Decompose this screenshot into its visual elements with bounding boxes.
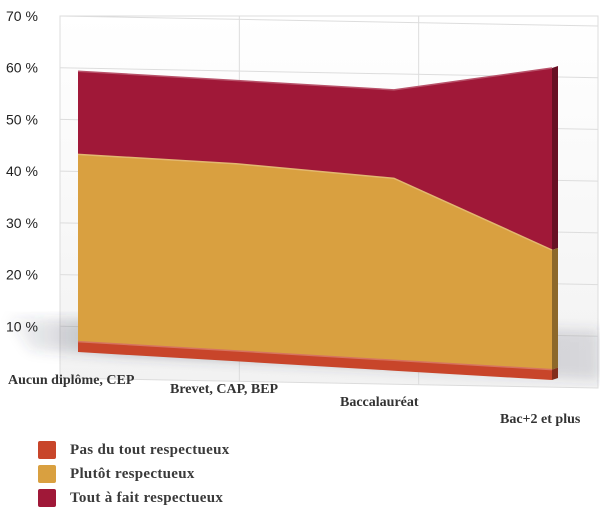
legend: Pas du tout respectueux Plutôt respectueu… [38, 438, 230, 510]
y-tick-label: 70 % [6, 8, 38, 24]
area-series-2 [78, 68, 552, 250]
x-tick-label: Bac+2 et plus [500, 412, 581, 427]
x-tick-label: Brevet, CAP, BEP [170, 382, 279, 397]
legend-label: Pas du tout respectueux [70, 441, 230, 458]
y-tick-label: 20 % [6, 267, 38, 283]
y-tick-label: 10 % [6, 318, 38, 334]
x-tick-label: Baccalauréat [340, 395, 419, 410]
legend-item: Tout à fait respectueux [38, 486, 230, 510]
legend-item: Plutôt respectueux [38, 462, 230, 486]
x-tick-label: Aucun diplôme, CEP [8, 373, 135, 388]
area-series-1 [78, 154, 552, 370]
legend-swatch [38, 465, 56, 483]
series-areas [77, 66, 558, 380]
y-tick-label: 40 % [6, 163, 38, 179]
area-side-1 [552, 248, 558, 370]
area-edge-1 [77, 153, 553, 251]
y-tick-label: 30 % [6, 215, 38, 231]
area-edge-0 [77, 340, 553, 371]
x-tick-labels: Aucun diplôme, CEP Brevet, CAP, BEP Baccal… [8, 373, 581, 427]
y-tick-label: 50 % [6, 111, 38, 127]
legend-swatch [38, 441, 56, 459]
legend-swatch [38, 489, 56, 507]
legend-label: Plutôt respectueux [70, 465, 195, 482]
y-tick-label: 60 % [6, 60, 38, 76]
legend-item: Pas du tout respectueux [38, 438, 230, 462]
y-gridline [59, 15, 599, 27]
area-side-2 [552, 66, 558, 250]
area-series-0 [78, 341, 552, 380]
area-side-0 [552, 367, 558, 380]
y-tick-labels: 10 % 20 % 30 % 40 % 50 % 60 % 70 % [6, 8, 38, 334]
area-edge-2 [77, 67, 553, 91]
legend-label: Tout à fait respectueux [70, 489, 224, 506]
